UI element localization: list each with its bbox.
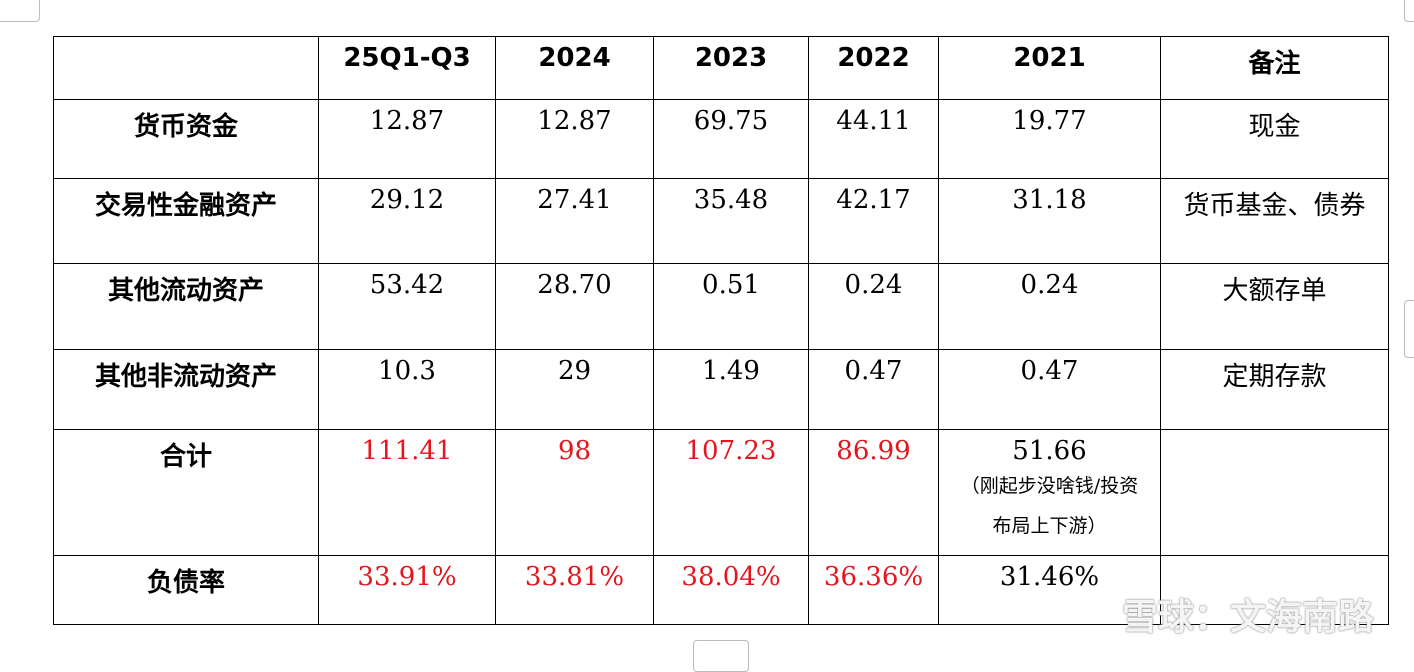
value-cell: 27.41	[495, 178, 654, 264]
row-label: 合计	[53, 429, 319, 556]
note-cell: 定期存款	[1160, 349, 1389, 430]
header-cell: 2021	[938, 36, 1161, 100]
note-cell	[1160, 429, 1389, 556]
remark: （刚起步没啥钱/投资布局上下游）	[960, 475, 1139, 537]
value-cell: 10.3	[318, 349, 496, 430]
asset-table: 25Q1-Q3 2024 2023 2022 2021 备注 货币资金 12.87 12.87 6…	[53, 36, 1389, 625]
value-cell: 1.49	[653, 349, 809, 430]
header-cell: 2024	[495, 36, 654, 100]
value-cell: 38.04%	[653, 555, 809, 625]
value-cell: 0.24	[808, 263, 939, 350]
value-cell: 42.17	[808, 178, 939, 264]
add-button[interactable]	[693, 640, 749, 672]
side-handle[interactable]	[1404, 300, 1414, 358]
table-row: 其他流动资产 53.42 28.70 0.51 0.24 0.24 大额存单	[53, 263, 1389, 350]
note-cell	[1160, 555, 1389, 625]
watermark: 雪球：文海南路	[1121, 597, 1374, 638]
table-row: 负债率 33.91% 33.81% 38.04% 36.36% 31.46%	[53, 555, 1389, 625]
value-cell: 29.12	[318, 178, 496, 264]
value-cell: 98	[495, 429, 654, 556]
header-cell: 备注	[1160, 36, 1389, 100]
table-row: 25Q1-Q3 2024 2023 2022 2021 备注	[53, 36, 1389, 100]
drag-handle[interactable]	[0, 0, 40, 22]
row-label: 交易性金融资产	[53, 178, 319, 264]
value-cell: 31.18	[938, 178, 1161, 264]
value-cell: 111.41	[318, 429, 496, 556]
value-cell: 86.99	[808, 429, 939, 556]
table-row: 交易性金融资产 29.12 27.41 35.48 42.17 31.18 货币基金、债券	[53, 178, 1389, 264]
value-cell: 12.87	[318, 99, 496, 179]
header-cell: 2023	[653, 36, 809, 100]
value-cell: 19.77	[938, 99, 1161, 179]
corner-handle[interactable]	[1404, 0, 1414, 22]
value-cell: 0.24	[938, 263, 1161, 350]
value-cell: 31.46%	[938, 555, 1161, 625]
table-row: 货币资金 12.87 12.87 69.75 44.11 19.77 现金	[53, 99, 1389, 179]
value-cell: 28.70	[495, 263, 654, 350]
value-cell: 69.75	[653, 99, 809, 179]
value-cell: 0.51	[653, 263, 809, 350]
row-label: 负债率	[53, 555, 319, 625]
value-cell: 33.91%	[318, 555, 496, 625]
value-cell: 36.36%	[808, 555, 939, 625]
header-cell: 2022	[808, 36, 939, 100]
value-cell: 29	[495, 349, 654, 430]
value-cell: 107.23	[653, 429, 809, 556]
note-cell: 现金	[1160, 99, 1389, 179]
header-cell: 25Q1-Q3	[318, 36, 496, 100]
value-cell: 33.81%	[495, 555, 654, 625]
table-row: 其他非流动资产 10.3 29 1.49 0.47 0.47 定期存款	[53, 349, 1389, 430]
row-label: 货币资金	[53, 99, 319, 179]
header-cell	[53, 36, 319, 100]
row-label: 其他非流动资产	[53, 349, 319, 430]
row-label: 其他流动资产	[53, 263, 319, 350]
value-cell: 12.87	[495, 99, 654, 179]
table-row: 合计 111.41 98 107.23 86.99 51.66 （刚起步没啥钱/投资布局上下…	[53, 429, 1389, 556]
value-cell: 51.66 （刚起步没啥钱/投资布局上下游）	[938, 429, 1161, 556]
note-cell: 货币基金、债券	[1160, 178, 1389, 264]
note-cell: 大额存单	[1160, 263, 1389, 350]
value-cell: 35.48	[653, 178, 809, 264]
value-cell: 0.47	[938, 349, 1161, 430]
value-cell: 0.47	[808, 349, 939, 430]
value-cell: 53.42	[318, 263, 496, 350]
value-cell: 44.11	[808, 99, 939, 179]
